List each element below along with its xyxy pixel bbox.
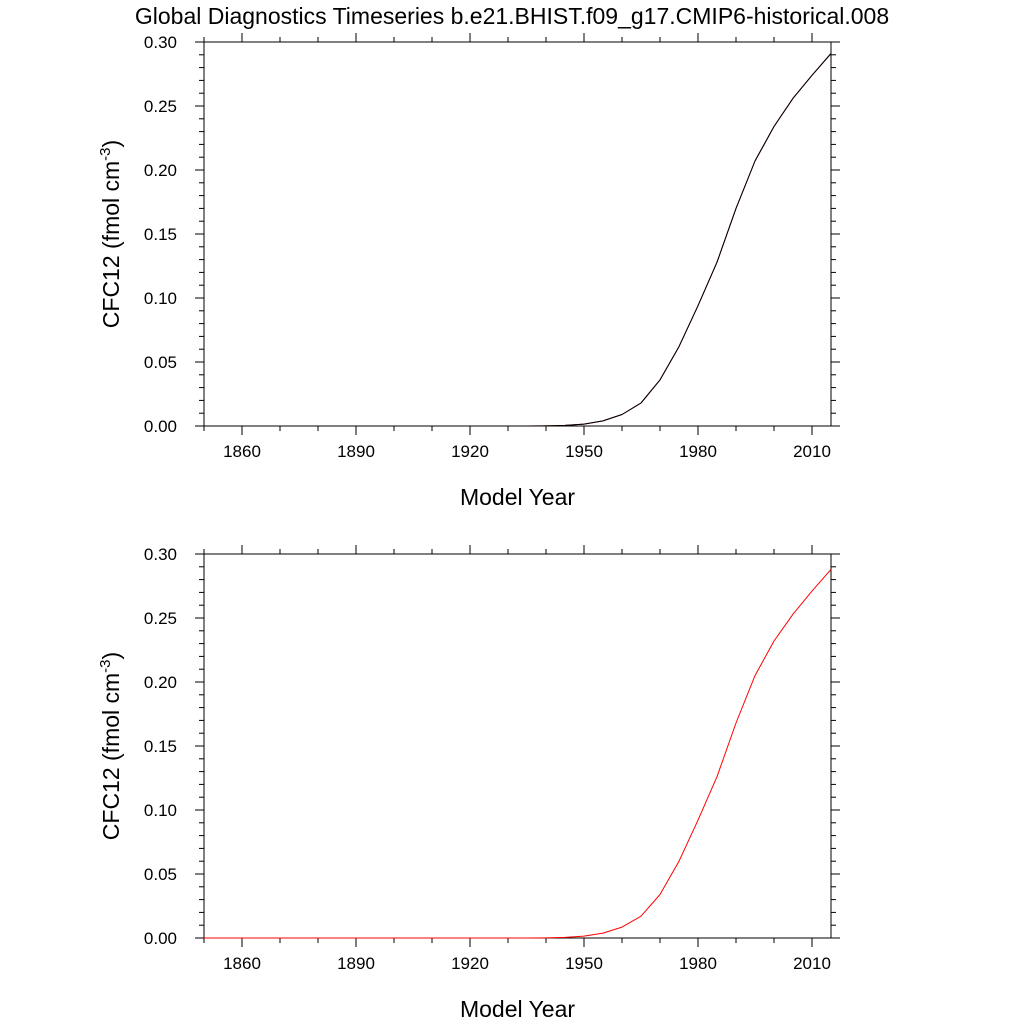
y-tick-label: 0.00 xyxy=(144,417,177,436)
figure-title: Global Diagnostics Timeseries b.e21.BHIS… xyxy=(135,3,889,29)
y-tick-label: 0.10 xyxy=(144,801,177,820)
x-tick-label: 1890 xyxy=(337,442,375,461)
x-tick-label: 1860 xyxy=(223,954,261,973)
series-line-2 xyxy=(204,53,832,427)
y-tick-label: 0.10 xyxy=(144,289,177,308)
x-axis-title: Model Year xyxy=(460,996,575,1022)
y-tick-label: 0.20 xyxy=(144,161,177,180)
y-axis-title-exponent: -3 xyxy=(97,659,114,672)
x-tick-label: 1950 xyxy=(565,442,603,461)
y-tick-label: 0.25 xyxy=(144,97,177,116)
x-tick-label: 1980 xyxy=(679,442,717,461)
x-tick-label: 1980 xyxy=(679,954,717,973)
y-tick-label: 0.30 xyxy=(144,545,177,564)
x-tick-label: 1920 xyxy=(451,954,489,973)
y-tick-label: 0.15 xyxy=(144,737,177,756)
y-axis-title-exponent: -3 xyxy=(97,147,114,160)
x-tick-label: 1860 xyxy=(223,442,261,461)
x-tick-label: 1950 xyxy=(565,954,603,973)
x-axis-title: Model Year xyxy=(460,484,575,510)
y-tick-label: 0.05 xyxy=(144,353,177,372)
chart-panel-2: 1860 1890 1920 1950 1980 2010 0.00 0.05 0.10 0.15… xyxy=(97,545,840,1022)
y-axis-title: CFC12 (fmol cm-3) xyxy=(97,652,124,840)
y-tick-label: 0.20 xyxy=(144,673,177,692)
y-tick-label: 0.05 xyxy=(144,865,177,884)
y-tick-label: 0.25 xyxy=(144,609,177,628)
x-tick-label: 2010 xyxy=(793,442,831,461)
y-tick-label: 0.00 xyxy=(144,929,177,948)
plot-frame xyxy=(203,553,832,939)
y-tick-label: 0.30 xyxy=(144,33,177,52)
y-axis-title-suffix: ) xyxy=(98,140,124,148)
x-tick-label: 1920 xyxy=(451,442,489,461)
series-line-1 xyxy=(204,53,832,427)
plot-frame xyxy=(203,41,832,427)
series-line-1 xyxy=(204,569,832,939)
x-tick-label: 2010 xyxy=(793,954,831,973)
y-axis-title-suffix: ) xyxy=(98,652,124,660)
y-axis-title-text: CFC12 (fmol cm xyxy=(98,161,124,328)
chart-panel-1: 1860 1890 1920 1950 1980 2010 0.00 0.05 0.10 0.15… xyxy=(97,33,840,510)
x-tick-label: 1890 xyxy=(337,954,375,973)
y-tick-label: 0.15 xyxy=(144,225,177,244)
y-axis-title-text: CFC12 (fmol cm xyxy=(98,673,124,840)
y-axis-title: CFC12 (fmol cm-3) xyxy=(97,140,124,328)
